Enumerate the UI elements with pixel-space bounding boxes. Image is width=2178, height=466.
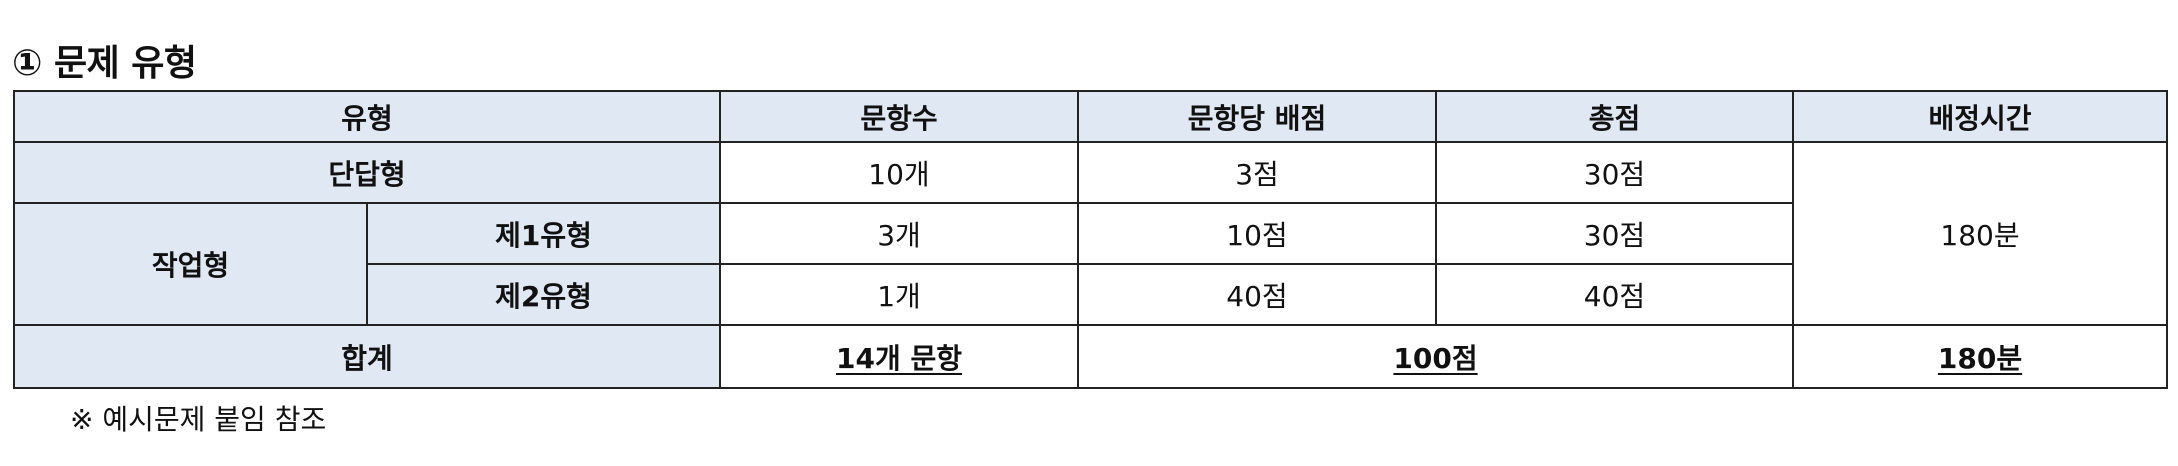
header-time: 배정시간 <box>1792 90 2168 143</box>
row-label-task-group: 작업형 <box>13 202 368 326</box>
header-total-score: 총점 <box>1435 90 1794 143</box>
cell-count: 1개 <box>719 263 1079 326</box>
cell-total-score: 30점 <box>1435 141 1794 204</box>
table-header-row: 유형 문항수 문항당 배점 총점 배정시간 <box>13 90 2168 143</box>
header-per-item-score: 문항당 배점 <box>1077 90 1437 143</box>
total-score-cell: 100점 <box>1077 324 1794 389</box>
section-title: ① 문제 유형 <box>12 43 197 84</box>
row-label-short-answer: 단답형 <box>13 141 721 204</box>
cell-count: 10개 <box>719 141 1079 204</box>
total-time: 180분 <box>1937 341 2023 375</box>
header-count: 문항수 <box>719 90 1079 143</box>
total-label: 합계 <box>13 324 721 389</box>
cell-per-item-score: 3점 <box>1077 141 1437 204</box>
table-row: 제2유형 1개 40점 40점 <box>14 263 2167 326</box>
total-score: 100점 <box>1393 341 1478 375</box>
cell-total-score: 30점 <box>1435 202 1794 265</box>
table-row: 작업형 제1유형 3개 10점 30점 <box>13 202 2167 326</box>
total-count: 14개 문항 <box>836 341 962 375</box>
cell-total-score: 40점 <box>1435 263 1794 326</box>
cell-time: 180분 <box>1792 141 2168 326</box>
table-row: 단답형 10개 3점 30점 180분 <box>13 141 2168 326</box>
row-label-task2: 제2유형 <box>366 263 721 326</box>
exam-type-table: 유형 문항수 문항당 배점 총점 배정시간 단답형 10개 3점 30점 180… <box>13 90 2168 389</box>
total-time-cell: 180분 <box>1792 324 2168 389</box>
cell-per-item-score: 40점 <box>1077 263 1437 326</box>
cell-count: 3개 <box>719 202 1079 265</box>
footnote: ※ 예시문제 붙임 참조 <box>70 403 327 436</box>
row-label-task1: 제1유형 <box>366 202 721 265</box>
table-total-row: 합계 14개 문항 100점 180분 <box>13 324 2168 389</box>
cell-per-item-score: 10점 <box>1077 202 1437 265</box>
total-count-cell: 14개 문항 <box>719 324 1079 389</box>
header-type: 유형 <box>13 90 721 143</box>
